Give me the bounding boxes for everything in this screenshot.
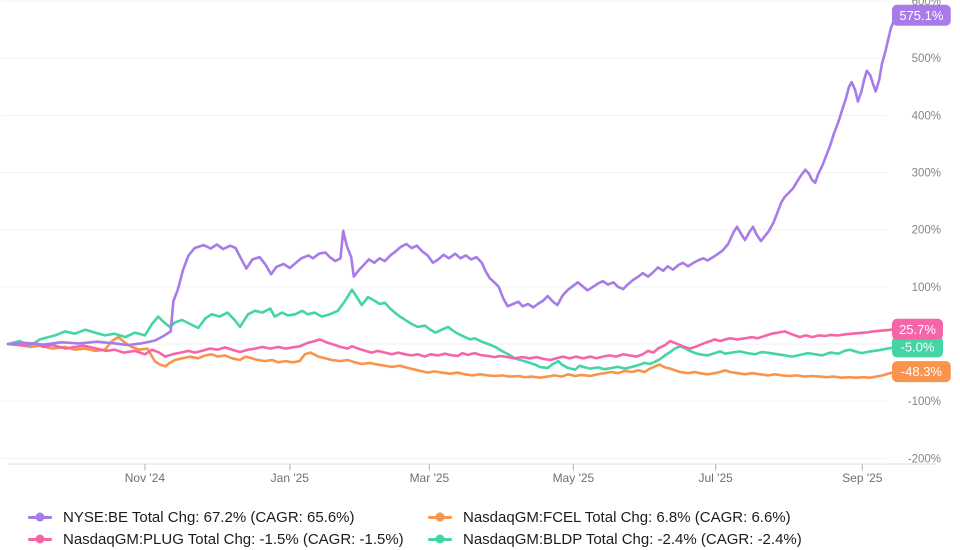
chart-canvas[interactable]: 600% 500% 400% 300% 200% 100% -100% -200% Nov '2…: [0, 0, 960, 500]
series-line-be[interactable]: [6, 14, 899, 347]
legend-label: NasdaqGM:BLDP Total Chg: -2.4% (CAGR: -2…: [463, 530, 802, 548]
legend-label: NasdaqGM:FCEL Total Chg: 6.8% (CAGR: 6.6…: [463, 508, 791, 526]
x-axis-label: Mar '25: [410, 471, 450, 485]
y-axis-label: 400%: [912, 110, 941, 122]
legend-item-plug[interactable]: NasdaqGM:PLUG Total Chg: -1.5% (CAGR: -1…: [28, 531, 428, 548]
end-value-badge-plug: [892, 318, 943, 340]
y-axis-label: 100%: [912, 282, 941, 294]
legend-label: NYSE:BE Total Chg: 67.2% (CAGR: 65.6%): [63, 508, 355, 526]
y-axis-label: 600%: [912, 0, 941, 8]
legend-row: NasdaqGM:PLUG Total Chg: -1.5% (CAGR: -1…: [0, 528, 960, 550]
series-line-fcel[interactable]: [6, 335, 899, 380]
legend-item-be[interactable]: NYSE:BE Total Chg: 67.2% (CAGR: 65.6%): [28, 509, 428, 526]
x-axis-label: Nov '24: [125, 471, 166, 485]
legend-row: NYSE:BE Total Chg: 67.2% (CAGR: 65.6%) Na…: [0, 506, 960, 528]
end-value-badge-label-bldp: -5.0%: [901, 339, 935, 354]
y-axis-label: 300%: [912, 168, 941, 180]
series-line-plug[interactable]: [6, 327, 899, 362]
legend-marker-icon: [28, 515, 52, 519]
end-value-badge-label-fcel: -48.3%: [901, 364, 943, 379]
end-value-badge-label-plug: 25.7%: [899, 322, 936, 337]
x-axis-label: Jan '25: [271, 471, 310, 485]
end-value-badge-label-be: 575.1%: [899, 8, 944, 23]
y-axis-label: 500%: [912, 53, 941, 65]
legend-marker-icon: [428, 515, 452, 519]
x-axis-label: Sep '25: [842, 471, 883, 485]
end-value-badge-be: [892, 4, 951, 26]
x-axis-label: Jul '25: [698, 471, 733, 485]
end-value-badge-fcel: [892, 361, 951, 383]
legend-item-fcel[interactable]: NasdaqGM:FCEL Total Chg: 6.8% (CAGR: 6.6…: [428, 509, 960, 526]
end-value-badge-bldp: [892, 336, 943, 358]
x-axis-label: May '25: [553, 471, 595, 485]
y-axis-label: 200%: [912, 225, 941, 237]
legend-item-bldp[interactable]: NasdaqGM:BLDP Total Chg: -2.4% (CAGR: -2…: [428, 531, 960, 548]
y-axis-label: -200%: [908, 453, 941, 465]
series-line-bldp[interactable]: [6, 288, 899, 372]
legend-marker-icon: [428, 537, 452, 541]
y-axis-label: -100%: [908, 396, 941, 408]
legend-label: NasdaqGM:PLUG Total Chg: -1.5% (CAGR: -1…: [63, 530, 404, 548]
legend-marker-icon: [28, 537, 52, 541]
chart-legend: NYSE:BE Total Chg: 67.2% (CAGR: 65.6%) Na…: [0, 506, 960, 550]
